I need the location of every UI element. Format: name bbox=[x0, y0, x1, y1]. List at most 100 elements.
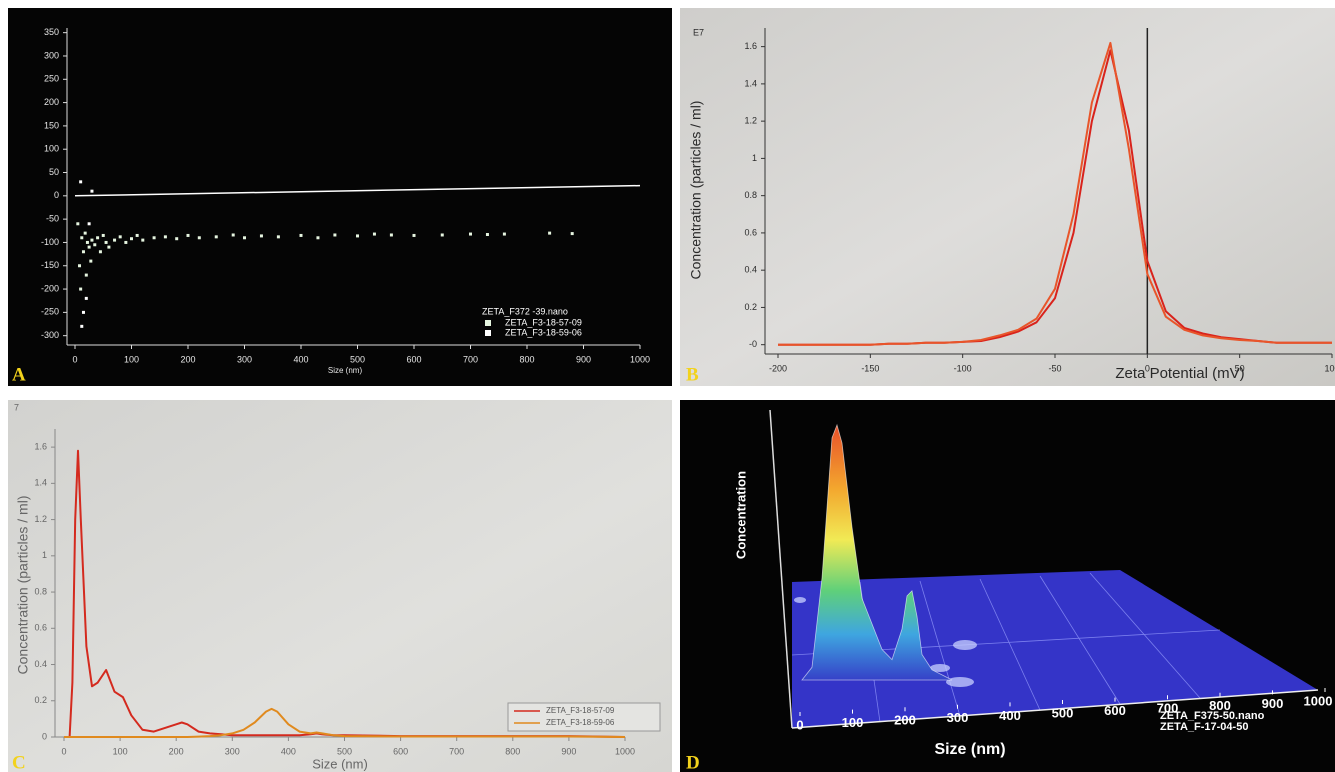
plane-grid-line bbox=[1089, 572, 1201, 699]
plane-blobs bbox=[794, 597, 977, 687]
x-tick-label: 300 bbox=[225, 746, 240, 756]
scatter-point bbox=[113, 238, 117, 242]
surface-plane bbox=[792, 570, 1318, 728]
x-tick-label: -200 bbox=[769, 363, 787, 373]
legend-box bbox=[507, 702, 661, 732]
x-tick-label: 900 bbox=[1262, 696, 1284, 711]
scatter-point bbox=[502, 232, 506, 236]
scatter-point bbox=[356, 234, 359, 238]
y-tick-label: 0.8 bbox=[744, 190, 757, 200]
axis-exponent: 7 bbox=[14, 402, 19, 412]
y-tick-label: 1 bbox=[752, 153, 757, 163]
y-tick-label: 0 bbox=[42, 731, 47, 741]
scatter-point bbox=[93, 243, 97, 247]
scatter-point bbox=[118, 235, 122, 239]
scatter-point bbox=[80, 324, 84, 328]
y-tick-label: 0.4 bbox=[34, 659, 47, 669]
legend-text: ZETA_F375-50.nano bbox=[1160, 710, 1265, 722]
y-tick-label: 1.6 bbox=[34, 441, 47, 451]
y-axis-label: Concentration (particles / ml) bbox=[15, 496, 31, 675]
blob bbox=[946, 677, 974, 687]
x-tick-label: 500 bbox=[1052, 705, 1074, 720]
x-tick-label: 400 bbox=[999, 708, 1021, 723]
scatter-point bbox=[78, 264, 82, 268]
scatter-point bbox=[83, 231, 87, 235]
x-tick-label: 0 bbox=[1145, 363, 1150, 373]
scatter-point bbox=[90, 238, 94, 242]
y-tick-label: 150 bbox=[44, 120, 59, 130]
x-tick-label: 700 bbox=[449, 746, 464, 756]
scatter-point bbox=[570, 232, 574, 236]
x-tick-label: 600 bbox=[1104, 703, 1126, 718]
scatter-point bbox=[197, 236, 201, 240]
x-tick-label: 600 bbox=[393, 746, 408, 756]
legend-text: ZETA_F-17-04-50 bbox=[1160, 721, 1248, 733]
scatter-point bbox=[135, 233, 139, 237]
x-tick-label: -150 bbox=[861, 363, 879, 373]
scatter-point bbox=[79, 180, 83, 184]
plane-grid-line bbox=[979, 578, 1041, 711]
y-tick-label: -150 bbox=[41, 260, 59, 270]
x-tick-label: 200 bbox=[169, 746, 184, 756]
scatter-point bbox=[316, 236, 320, 240]
scatter-point bbox=[87, 245, 91, 249]
x-tick-label: 100 bbox=[124, 354, 139, 364]
scatter-point bbox=[84, 273, 88, 277]
x-tick-label: 900 bbox=[561, 746, 576, 756]
panel-b-background bbox=[680, 8, 1335, 386]
y-tick-label: 0.2 bbox=[744, 302, 757, 312]
y-tick-label: 0.2 bbox=[34, 695, 47, 705]
scatter-point bbox=[214, 235, 218, 239]
x-tick-label: -100 bbox=[954, 363, 972, 373]
y-tick-label: 350 bbox=[44, 27, 59, 37]
x-tick-label: 300 bbox=[237, 354, 252, 364]
scatter-point bbox=[81, 310, 85, 314]
legend-swatch bbox=[485, 330, 491, 336]
scatter-point bbox=[333, 233, 337, 237]
y-tick-label: 100 bbox=[44, 144, 59, 154]
x-tick-label: 1000 bbox=[630, 354, 650, 364]
scatter-point bbox=[101, 233, 105, 237]
x-tick-label: 100 bbox=[113, 746, 128, 756]
scatter-point bbox=[469, 232, 472, 236]
y-axis-label: Concentration (particles / ml) bbox=[688, 101, 704, 280]
x-tick-label: 700 bbox=[1157, 701, 1179, 716]
y-tick-label: 1.4 bbox=[34, 478, 47, 488]
scatter-point bbox=[231, 233, 235, 237]
y-tick-label: -0 bbox=[749, 339, 757, 349]
scatter-point bbox=[87, 222, 91, 226]
scatter-point bbox=[85, 240, 89, 244]
y-tick-label: 250 bbox=[44, 74, 59, 84]
scatter-point bbox=[440, 233, 444, 237]
trend-line bbox=[74, 184, 641, 197]
legend-text: ZETA_F3-18-59-06 bbox=[505, 327, 582, 337]
x-tick-label: 700 bbox=[463, 354, 478, 364]
scatter-point bbox=[152, 236, 156, 240]
data-line bbox=[778, 41, 1332, 346]
y-tick-label: 0 bbox=[54, 190, 59, 200]
y-tick-label: -50 bbox=[46, 214, 59, 224]
legend-swatch bbox=[485, 320, 491, 326]
y-tick-label: 200 bbox=[44, 97, 59, 107]
x-tick-label: 1000 bbox=[615, 746, 635, 756]
x-tick-label: 0 bbox=[796, 717, 803, 732]
x-axis-label: Zeta Potential (mV) bbox=[1115, 365, 1244, 382]
x-tick-label: 50 bbox=[1235, 363, 1245, 373]
y-tick-label: 300 bbox=[44, 50, 59, 60]
scatter-point bbox=[141, 238, 145, 242]
scatter-point bbox=[81, 250, 85, 254]
x-tick-label: 100 bbox=[1324, 363, 1335, 373]
scatter-point bbox=[163, 235, 167, 239]
panel-label: A bbox=[12, 364, 26, 385]
x-tick-label: 800 bbox=[505, 746, 520, 756]
scatter-point bbox=[412, 233, 416, 237]
scatter-point bbox=[107, 245, 111, 249]
data-line bbox=[64, 707, 626, 738]
x-tick-label: 400 bbox=[281, 746, 296, 756]
plane-grid-line bbox=[919, 580, 961, 717]
y-tick-label: -300 bbox=[41, 330, 59, 340]
y-tick-label: 1 bbox=[42, 550, 47, 560]
blob bbox=[930, 664, 950, 672]
